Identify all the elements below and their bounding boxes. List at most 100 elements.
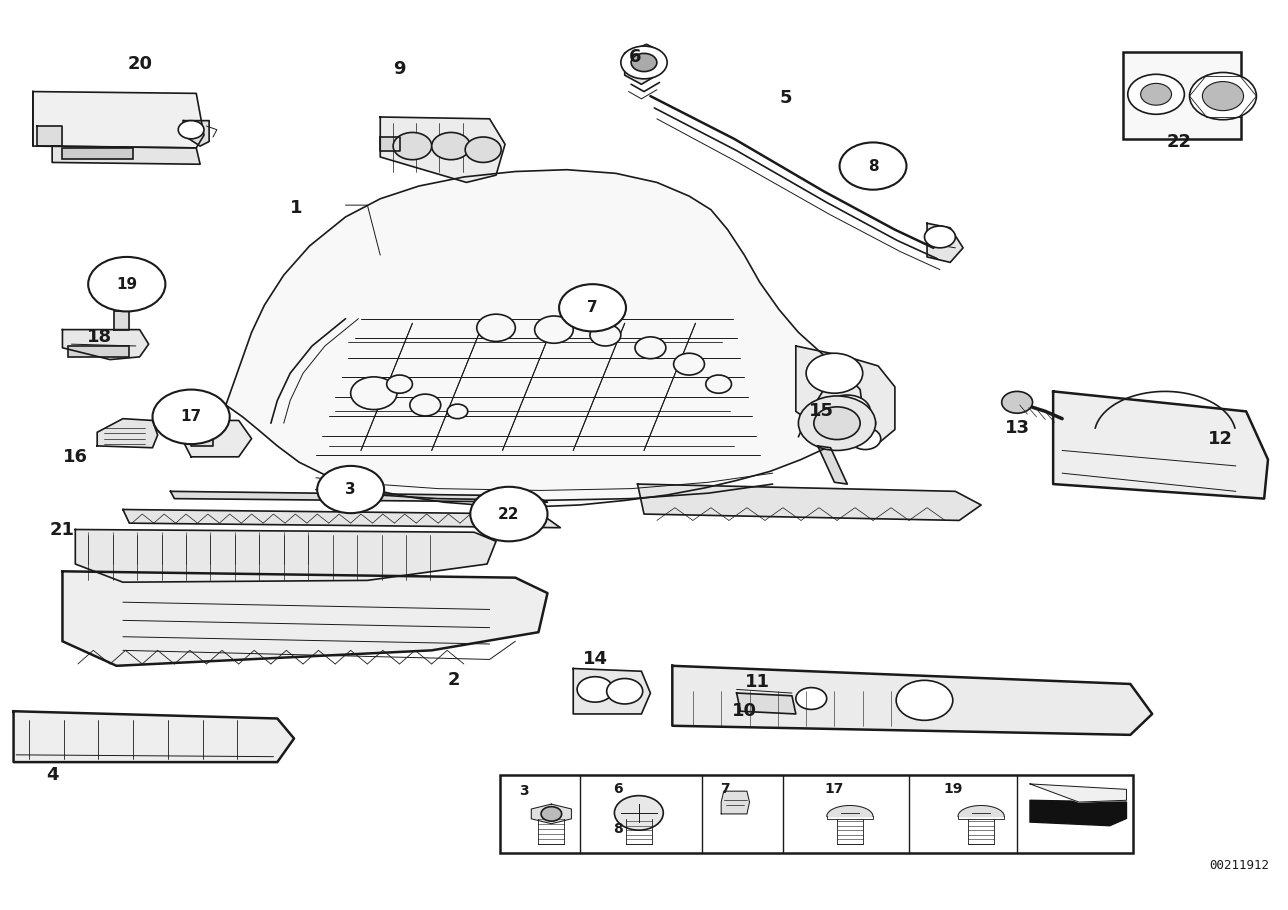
Text: 8: 8 [613, 823, 623, 836]
Polygon shape [573, 669, 650, 714]
Circle shape [806, 353, 863, 393]
Circle shape [431, 133, 470, 159]
Text: 4: 4 [46, 766, 58, 784]
Circle shape [814, 407, 860, 440]
Circle shape [88, 257, 165, 311]
Circle shape [896, 681, 953, 721]
Circle shape [470, 487, 547, 541]
Text: 22: 22 [1167, 133, 1191, 150]
Bar [67, 346, 129, 357]
Bar [62, 148, 133, 158]
Circle shape [178, 121, 204, 139]
Text: 00211912: 00211912 [1209, 859, 1270, 872]
Text: 15: 15 [809, 402, 835, 420]
Circle shape [840, 143, 907, 189]
Text: 3: 3 [345, 482, 355, 497]
Polygon shape [827, 805, 873, 816]
Text: 18: 18 [88, 328, 112, 346]
Polygon shape [75, 530, 496, 582]
Circle shape [635, 337, 666, 359]
Circle shape [350, 377, 397, 410]
Text: 11: 11 [744, 673, 770, 692]
Polygon shape [97, 419, 157, 448]
Circle shape [1190, 73, 1256, 120]
Circle shape [447, 404, 468, 419]
Polygon shape [33, 92, 204, 148]
Text: 17: 17 [180, 410, 202, 424]
Circle shape [631, 54, 657, 72]
Text: 5: 5 [779, 89, 792, 106]
Text: 1: 1 [290, 199, 303, 217]
Polygon shape [672, 666, 1153, 735]
Circle shape [152, 389, 229, 444]
Polygon shape [113, 311, 129, 329]
Text: 10: 10 [732, 703, 757, 720]
Text: 19: 19 [943, 783, 962, 796]
Text: 6: 6 [613, 783, 623, 796]
Circle shape [621, 46, 667, 79]
Polygon shape [796, 346, 895, 448]
Polygon shape [625, 45, 659, 85]
Text: 2: 2 [447, 672, 460, 690]
Circle shape [1002, 391, 1033, 413]
Polygon shape [225, 169, 863, 507]
Polygon shape [62, 571, 547, 666]
Polygon shape [62, 329, 148, 359]
Polygon shape [737, 693, 796, 714]
Text: 19: 19 [116, 277, 138, 292]
Text: 7: 7 [587, 300, 598, 315]
Circle shape [1141, 84, 1172, 106]
Polygon shape [818, 446, 848, 484]
Circle shape [465, 137, 501, 162]
Text: 12: 12 [1208, 430, 1233, 448]
Circle shape [386, 375, 412, 393]
Text: 7: 7 [720, 783, 730, 796]
Text: 21: 21 [50, 521, 75, 539]
Circle shape [850, 428, 881, 450]
Circle shape [824, 395, 871, 428]
Circle shape [614, 795, 663, 830]
Polygon shape [532, 804, 572, 824]
Circle shape [590, 324, 621, 346]
Polygon shape [380, 137, 399, 151]
Circle shape [796, 688, 827, 710]
Circle shape [317, 466, 384, 513]
Text: 3: 3 [519, 784, 529, 798]
Circle shape [607, 679, 643, 704]
Circle shape [559, 284, 626, 331]
Text: 6: 6 [629, 48, 641, 66]
Circle shape [845, 412, 876, 434]
Polygon shape [37, 126, 62, 147]
Polygon shape [180, 420, 251, 457]
Text: 9: 9 [393, 60, 406, 78]
Polygon shape [1030, 784, 1127, 802]
Polygon shape [1054, 391, 1267, 499]
Polygon shape [638, 484, 981, 521]
Polygon shape [52, 147, 200, 164]
Text: 20: 20 [128, 56, 152, 74]
Polygon shape [380, 117, 505, 182]
Bar [500, 774, 1133, 853]
Polygon shape [721, 791, 750, 814]
Circle shape [706, 375, 732, 393]
Text: 8: 8 [868, 158, 878, 174]
Bar [1123, 53, 1240, 139]
Polygon shape [170, 491, 547, 502]
Circle shape [541, 806, 562, 821]
Circle shape [1203, 82, 1243, 111]
Polygon shape [927, 223, 963, 262]
Polygon shape [1030, 800, 1127, 825]
Text: 13: 13 [1005, 419, 1029, 437]
Polygon shape [958, 805, 1005, 816]
Circle shape [477, 314, 515, 341]
Text: 22: 22 [498, 507, 519, 521]
Circle shape [410, 394, 440, 416]
Text: 17: 17 [824, 783, 844, 796]
Text: 16: 16 [63, 448, 88, 466]
Polygon shape [122, 510, 560, 528]
Circle shape [799, 396, 876, 450]
Polygon shape [14, 712, 294, 762]
Text: 14: 14 [582, 651, 608, 669]
Circle shape [1128, 75, 1185, 115]
Circle shape [393, 133, 431, 159]
